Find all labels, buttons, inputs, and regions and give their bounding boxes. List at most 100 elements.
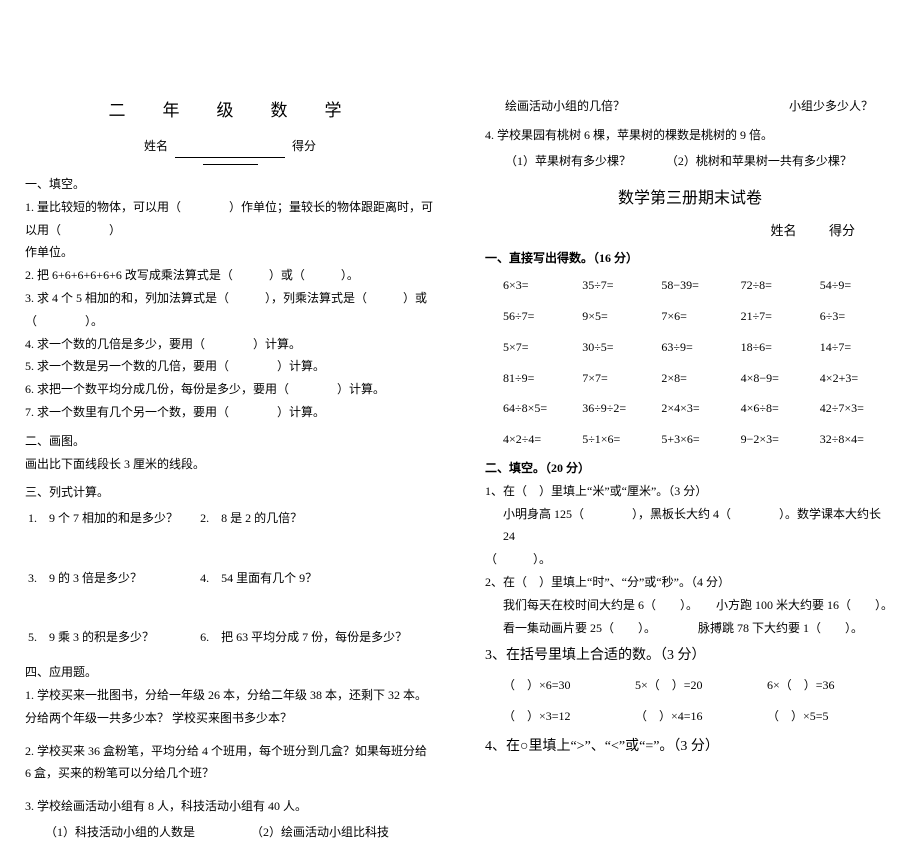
s3-q4: 4. 54 里面有几个 9？ [199,566,433,594]
calc-item: 5+3×6= [661,428,736,451]
q3: 3. 求 4 个 5 相加的和，列加法算式是（ ），列乘法算式是（ ）或 [25,287,435,310]
calc-item: 2×4×3= [661,397,736,420]
score-label: 得分 [292,139,316,153]
right-title: 数学第三册期末试卷 [485,184,895,214]
s1-heading: 一、填空。 [25,173,435,196]
r-s1-heading: 一、直接写出得数。（16 分） [485,247,895,270]
right-name-line: 姓名 得分 [485,219,895,244]
r-s2-q1a: 小明身高 125（ ），黑板长大约 4（ ）。数学课本大约长 24 [485,503,895,549]
s3-q2: 2. 8 是 2 的几倍？ [199,506,433,534]
s3-q1: 1. 9 个 7 相加的和是多少？ [27,506,197,534]
fill-item: 5×（ ）=20 [635,674,763,697]
calc-item: 32÷8×4= [820,428,895,451]
s3-q3: 3. 9 的 3 倍是多少？ [27,566,197,594]
r-s2-q2a: 我们每天在校时间大约是 6（ ）。 小方跑 100 米大约要 16（ ）。 [485,594,895,617]
calc-item: 35÷7= [582,274,657,297]
r-q4: 4. 学校果园有桃树 6 棵，苹果树的棵数是桃树的 9 倍。 [485,124,895,147]
name-label: 姓名 [144,139,168,153]
s4-q3a: （1）科技活动小组的人数是 [27,820,248,848]
calc-item: 72÷8= [741,274,816,297]
r-s2-q3: 3、在括号里填上合适的数。（3 分） [485,643,895,670]
calc-item: 42÷7×3= [820,397,895,420]
top-a: 绘画活动小组的几倍？ [487,94,717,122]
s4-q3b: （2）绘画活动小组比科技 [250,820,433,848]
q7: 7. 求一个数里有几个另一个数，要用（ ）计算。 [25,401,435,424]
r-name-label: 姓名 [770,223,796,238]
r-q4a: （1）苹果树有多少棵？ [487,149,663,177]
calc-item: 4×8−9= [741,367,816,390]
calc-item: 9×5= [582,305,657,328]
q6: 6. 求把一个数平均分成几份，每份是多少，要用（ ）计算。 [25,378,435,401]
calc-item: 7×7= [582,367,657,390]
calc-item: 14÷7= [820,336,895,359]
calc-item: 30÷5= [582,336,657,359]
calc-item: 5×7= [503,336,578,359]
calc-item: 4×2÷4= [503,428,578,451]
top-b: 小组少多少人？ [719,94,893,122]
section-1: 一、填空。 1. 量比较短的物体，可以用（ ）作单位；量较长的物体跟距离时，可以… [25,173,435,424]
r-s2-q1b: （ ）。 [485,548,895,571]
s3-table: 1. 9 个 7 相加的和是多少？ 2. 8 是 2 的几倍？ 3. 9 的 3… [25,504,435,655]
q3b: （ ）。 [25,310,435,333]
r-s2-q1: 1、在（ ）里填上“米”或“厘米”。（3 分） [485,480,895,503]
calc-item: 63÷9= [661,336,736,359]
fill-item: （ ）×5=5 [767,705,895,728]
s4-q3-table: （1）科技活动小组的人数是 （2）绘画活动小组比科技 [25,818,435,850]
q5: 5. 求一个数是另一个数的几倍，要用（ ）计算。 [25,355,435,378]
fill-item: 6×（ ）=36 [767,674,895,697]
calc-item: 7×6= [661,305,736,328]
calc-item: 54÷9= [820,274,895,297]
q4: 4. 求一个数的几倍是多少，要用（ ）计算。 [25,333,435,356]
q2: 2. 把 6+6+6+6+6+6 改写成乘法算式是（ ）或（ ）。 [25,264,435,287]
calc-item: 6÷3= [820,305,895,328]
page-root: 二 年 级 数 学 姓名 得分 一、填空。 1. 量比较短的物体，可以用（ ）作… [0,0,920,654]
calc-item: 18÷6= [741,336,816,359]
fill-item: （ ）×6=30 [503,674,631,697]
calc-item: 81÷9= [503,367,578,390]
calc-item: 4×6÷8= [741,397,816,420]
calc-grid: 6×3= 35÷7= 58−39= 72÷8= 54÷9= 56÷7= 9×5=… [503,274,895,451]
calc-item: 5÷1×6= [582,428,657,451]
s4-q3: 3. 学校绘画活动小组有 8 人，科技活动小组有 40 人。 [25,795,435,818]
right-top-row: 绘画活动小组的几倍？ 小组少多少人？ [485,92,895,124]
calc-item: 4×2+3= [820,367,895,390]
r-s2-heading: 二、填空。（20 分） [485,457,895,480]
left-column: 二 年 级 数 学 姓名 得分 一、填空。 1. 量比较短的物体，可以用（ ）作… [0,0,460,654]
s3-heading: 三、列式计算。 [25,481,435,504]
r-q4-table: （1）苹果树有多少棵？ （2）桃树和苹果树一共有多少棵？ [485,147,895,179]
section-4: 四、应用题。 1. 学校买来一批图书，分给一年级 26 本，分给二年级 38 本… [25,661,435,850]
r-q4b: （2）桃树和苹果树一共有多少棵？ [665,149,893,177]
name-underline [175,145,285,158]
calc-item: 21÷7= [741,305,816,328]
fill-item: （ ）×3=12 [503,705,631,728]
calc-item: 56÷7= [503,305,578,328]
right-column: 绘画活动小组的几倍？ 小组少多少人？ 4. 学校果园有桃树 6 棵，苹果树的棵数… [460,0,920,654]
s3-q5: 5. 9 乘 3 的积是多少？ [27,625,197,653]
fill-grid: （ ）×6=30 5×（ ）=20 6×（ ）=36 （ ）×3=12 （ ）×… [503,674,895,728]
spacer [25,785,435,795]
r-s2-q4: 4、在○里填上“>”、“<”或“=”。（3 分） [485,734,895,761]
r-s2-q2b: 看一集动画片要 25（ ）。 脉搏跳 78 下大约要 1（ ）。 [485,617,895,640]
s2-line: 画出比下面线段长 3 厘米的线段。 [25,453,435,476]
calc-item: 58−39= [661,274,736,297]
s3-q6: 6. 把 63 平均分成 7 份，每份是多少？ [199,625,433,653]
divider [203,164,258,165]
left-name-line: 姓名 得分 [25,135,435,158]
section-3: 三、列式计算。 1. 9 个 7 相加的和是多少？ 2. 8 是 2 的几倍？ … [25,481,435,655]
calc-item: 2×8= [661,367,736,390]
calc-item: 9−2×3= [741,428,816,451]
calc-item: 6×3= [503,274,578,297]
fill-item: （ ）×4=16 [635,705,763,728]
section-2: 二、画图。 画出比下面线段长 3 厘米的线段。 [25,430,435,476]
calc-item: 64÷8×5= [503,397,578,420]
r-score-label: 得分 [829,223,855,238]
spacer [25,730,435,740]
q1: 1. 量比较短的物体，可以用（ ）作单位；量较长的物体跟距离时，可以用（ ） [25,196,435,242]
calc-item: 36÷9÷2= [582,397,657,420]
s2-heading: 二、画图。 [25,430,435,453]
s4-q2: 2. 学校买来 36 盒粉笔，平均分给 4 个班用，每个班分到几盒？如果每班分给… [25,740,435,786]
s4-q1: 1. 学校买来一批图书，分给一年级 26 本，分给二年级 38 本，还剩下 32… [25,684,435,730]
q1b: 作单位。 [25,241,435,264]
left-title: 二 年 级 数 学 [25,95,435,127]
s4-heading: 四、应用题。 [25,661,435,684]
